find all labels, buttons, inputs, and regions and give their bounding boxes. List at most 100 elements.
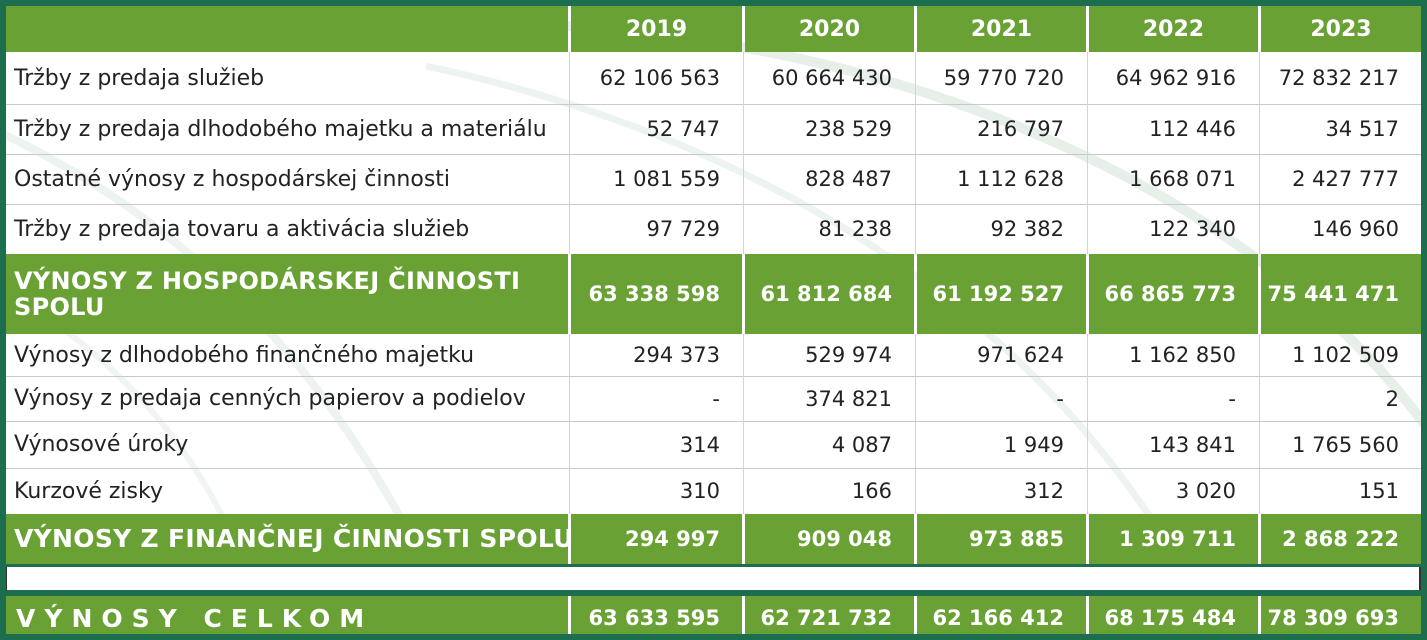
row-value: 62 106 563 xyxy=(599,66,720,90)
column-divider xyxy=(1259,52,1260,254)
grand-total-value: 62 721 732 xyxy=(745,596,914,634)
column-divider xyxy=(743,334,744,514)
row-divider xyxy=(6,154,1421,155)
row-value: 238 529 xyxy=(805,117,892,141)
table-row: Výnosy z dlhodobého finančného majetku 2… xyxy=(6,334,1421,376)
row-value: 151 xyxy=(1358,479,1399,503)
row-label: Tržby z predaja tovaru a aktivácia služi… xyxy=(14,216,470,242)
financial-total-value: 1 309 711 xyxy=(1089,514,1258,564)
operating-total-value: 63 338 598 xyxy=(571,254,742,334)
row-value: 1 102 509 xyxy=(1292,343,1399,367)
row-value: 294 373 xyxy=(633,343,720,367)
column-divider xyxy=(1087,52,1088,254)
row-value: 1 081 559 xyxy=(613,167,720,191)
column-divider xyxy=(569,334,570,514)
row-value: 310 xyxy=(679,479,720,503)
row-label: Ostatné výnosy z hospodárskej činnosti xyxy=(14,166,451,192)
row-value: 1 668 071 xyxy=(1129,167,1236,191)
operating-total-value: 75 441 471 xyxy=(1261,254,1421,334)
row-value: 828 487 xyxy=(805,167,892,191)
table-row: Tržby z predaja služieb 62 106 563 60 66… xyxy=(6,52,1421,104)
row-value: 216 797 xyxy=(977,117,1064,141)
row-value: - xyxy=(1228,386,1236,411)
column-divider xyxy=(1259,334,1260,514)
row-value: 166 xyxy=(851,479,892,503)
header-row: 2019 2020 2021 2022 2023 xyxy=(6,6,1421,52)
row-divider xyxy=(6,421,1421,422)
column-divider xyxy=(915,334,916,514)
financial-total-label: VÝNOSY Z FINANČNEJ ČINNOSTI SPOLU xyxy=(6,514,568,564)
financial-total-value: 909 048 xyxy=(745,514,914,564)
row-value: 81 238 xyxy=(818,217,892,241)
table-row: Výnosy z predaja cenných papierov a podi… xyxy=(6,376,1421,421)
table-row: Tržby z predaja tovaru a aktivácia služi… xyxy=(6,204,1421,254)
operating-total-row: VÝNOSY Z HOSPODÁRSKEJ ČINNOSTI SPOLU 63 … xyxy=(6,254,1421,334)
year-header-2022: 2022 xyxy=(1089,6,1258,52)
row-value: - xyxy=(712,386,720,411)
grand-total-value: 68 175 484 xyxy=(1089,596,1258,634)
row-value: 1 949 xyxy=(1003,432,1064,457)
row-value: 143 841 xyxy=(1149,432,1236,457)
grand-total-value: 62 166 412 xyxy=(917,596,1086,634)
row-value: 3 020 xyxy=(1175,479,1236,503)
row-divider xyxy=(6,468,1421,469)
row-value: - xyxy=(1056,386,1064,411)
year-header-2023: 2023 xyxy=(1261,6,1421,52)
header-label-cell xyxy=(6,6,568,52)
column-divider xyxy=(915,52,916,254)
section-divider xyxy=(6,564,1421,567)
financial-total-value: 2 868 222 xyxy=(1261,514,1421,564)
column-divider xyxy=(569,52,570,254)
row-value: 122 340 xyxy=(1149,217,1236,241)
operating-total-value: 61 192 527 xyxy=(917,254,1086,334)
grand-total-value: 78 309 693 xyxy=(1261,596,1421,634)
row-value: 374 821 xyxy=(805,386,892,411)
column-divider xyxy=(1087,334,1088,514)
row-label: Výnosy z dlhodobého finančného majetku xyxy=(14,342,475,368)
table-row: Kurzové zisky 310 166 312 3 020 151 xyxy=(6,468,1421,514)
row-value: 64 962 916 xyxy=(1115,66,1236,90)
row-value: 112 446 xyxy=(1149,117,1236,141)
table-row: Tržby z predaja dlhodobého majetku a mat… xyxy=(6,104,1421,154)
row-label: Kurzové zisky xyxy=(14,478,163,504)
year-header-2020: 2020 xyxy=(745,6,914,52)
row-value: 59 770 720 xyxy=(943,66,1064,90)
year-header-2021: 2021 xyxy=(917,6,1086,52)
grand-total-row: VÝNOSY CELKOM 63 633 595 62 721 732 62 1… xyxy=(6,596,1421,634)
row-divider xyxy=(6,376,1421,377)
table-row: Výnosové úroky 314 4 087 1 949 143 841 1… xyxy=(6,421,1421,468)
grand-total-value: 63 633 595 xyxy=(571,596,742,634)
row-value: 1 162 850 xyxy=(1129,343,1236,367)
operating-total-value: 66 865 773 xyxy=(1089,254,1258,334)
row-label: Výnosové úroky xyxy=(14,432,189,457)
row-value: 312 xyxy=(1023,479,1064,503)
row-value: 2 427 777 xyxy=(1292,167,1399,191)
row-value: 92 382 xyxy=(990,217,1064,241)
blank-spacer-row xyxy=(6,567,1421,590)
table-row: Ostatné výnosy z hospodárskej činnosti 1… xyxy=(6,154,1421,204)
row-value: 146 960 xyxy=(1312,217,1399,241)
row-value: 314 xyxy=(679,432,720,457)
section-divider xyxy=(6,590,1421,596)
column-divider xyxy=(743,52,744,254)
row-divider xyxy=(6,204,1421,205)
row-label: Tržby z predaja dlhodobého majetku a mat… xyxy=(14,116,547,142)
financial-total-value: 973 885 xyxy=(917,514,1086,564)
row-label: Výnosy z predaja cenných papierov a podi… xyxy=(14,386,526,411)
row-divider xyxy=(6,104,1421,105)
row-value: 72 832 217 xyxy=(1278,66,1399,90)
row-value: 1 765 560 xyxy=(1292,432,1399,457)
row-value: 4 087 xyxy=(831,432,892,457)
row-value: 60 664 430 xyxy=(771,66,892,90)
grand-total-label: VÝNOSY CELKOM xyxy=(6,596,568,634)
financial-total-value: 294 997 xyxy=(571,514,742,564)
row-value: 2 xyxy=(1385,386,1399,411)
financial-total-row: VÝNOSY Z FINANČNEJ ČINNOSTI SPOLU 294 99… xyxy=(6,514,1421,564)
row-value: 971 624 xyxy=(977,343,1064,367)
row-value: 1 112 628 xyxy=(957,167,1064,191)
year-header-2019: 2019 xyxy=(571,6,742,52)
row-value: 34 517 xyxy=(1325,117,1399,141)
row-value: 529 974 xyxy=(805,343,892,367)
row-value: 52 747 xyxy=(646,117,720,141)
